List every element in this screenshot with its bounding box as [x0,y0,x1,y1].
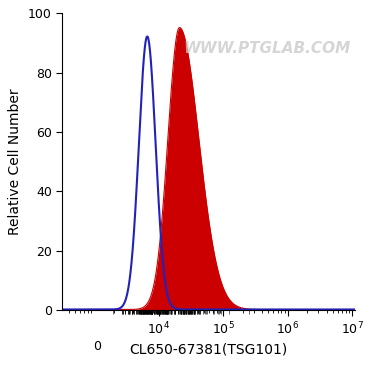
X-axis label: CL650-67381(TSG101): CL650-67381(TSG101) [130,343,288,357]
Text: 0: 0 [94,340,102,353]
Text: WWW.PTGLAB.COM: WWW.PTGLAB.COM [184,42,351,57]
Y-axis label: Relative Cell Number: Relative Cell Number [8,88,22,235]
